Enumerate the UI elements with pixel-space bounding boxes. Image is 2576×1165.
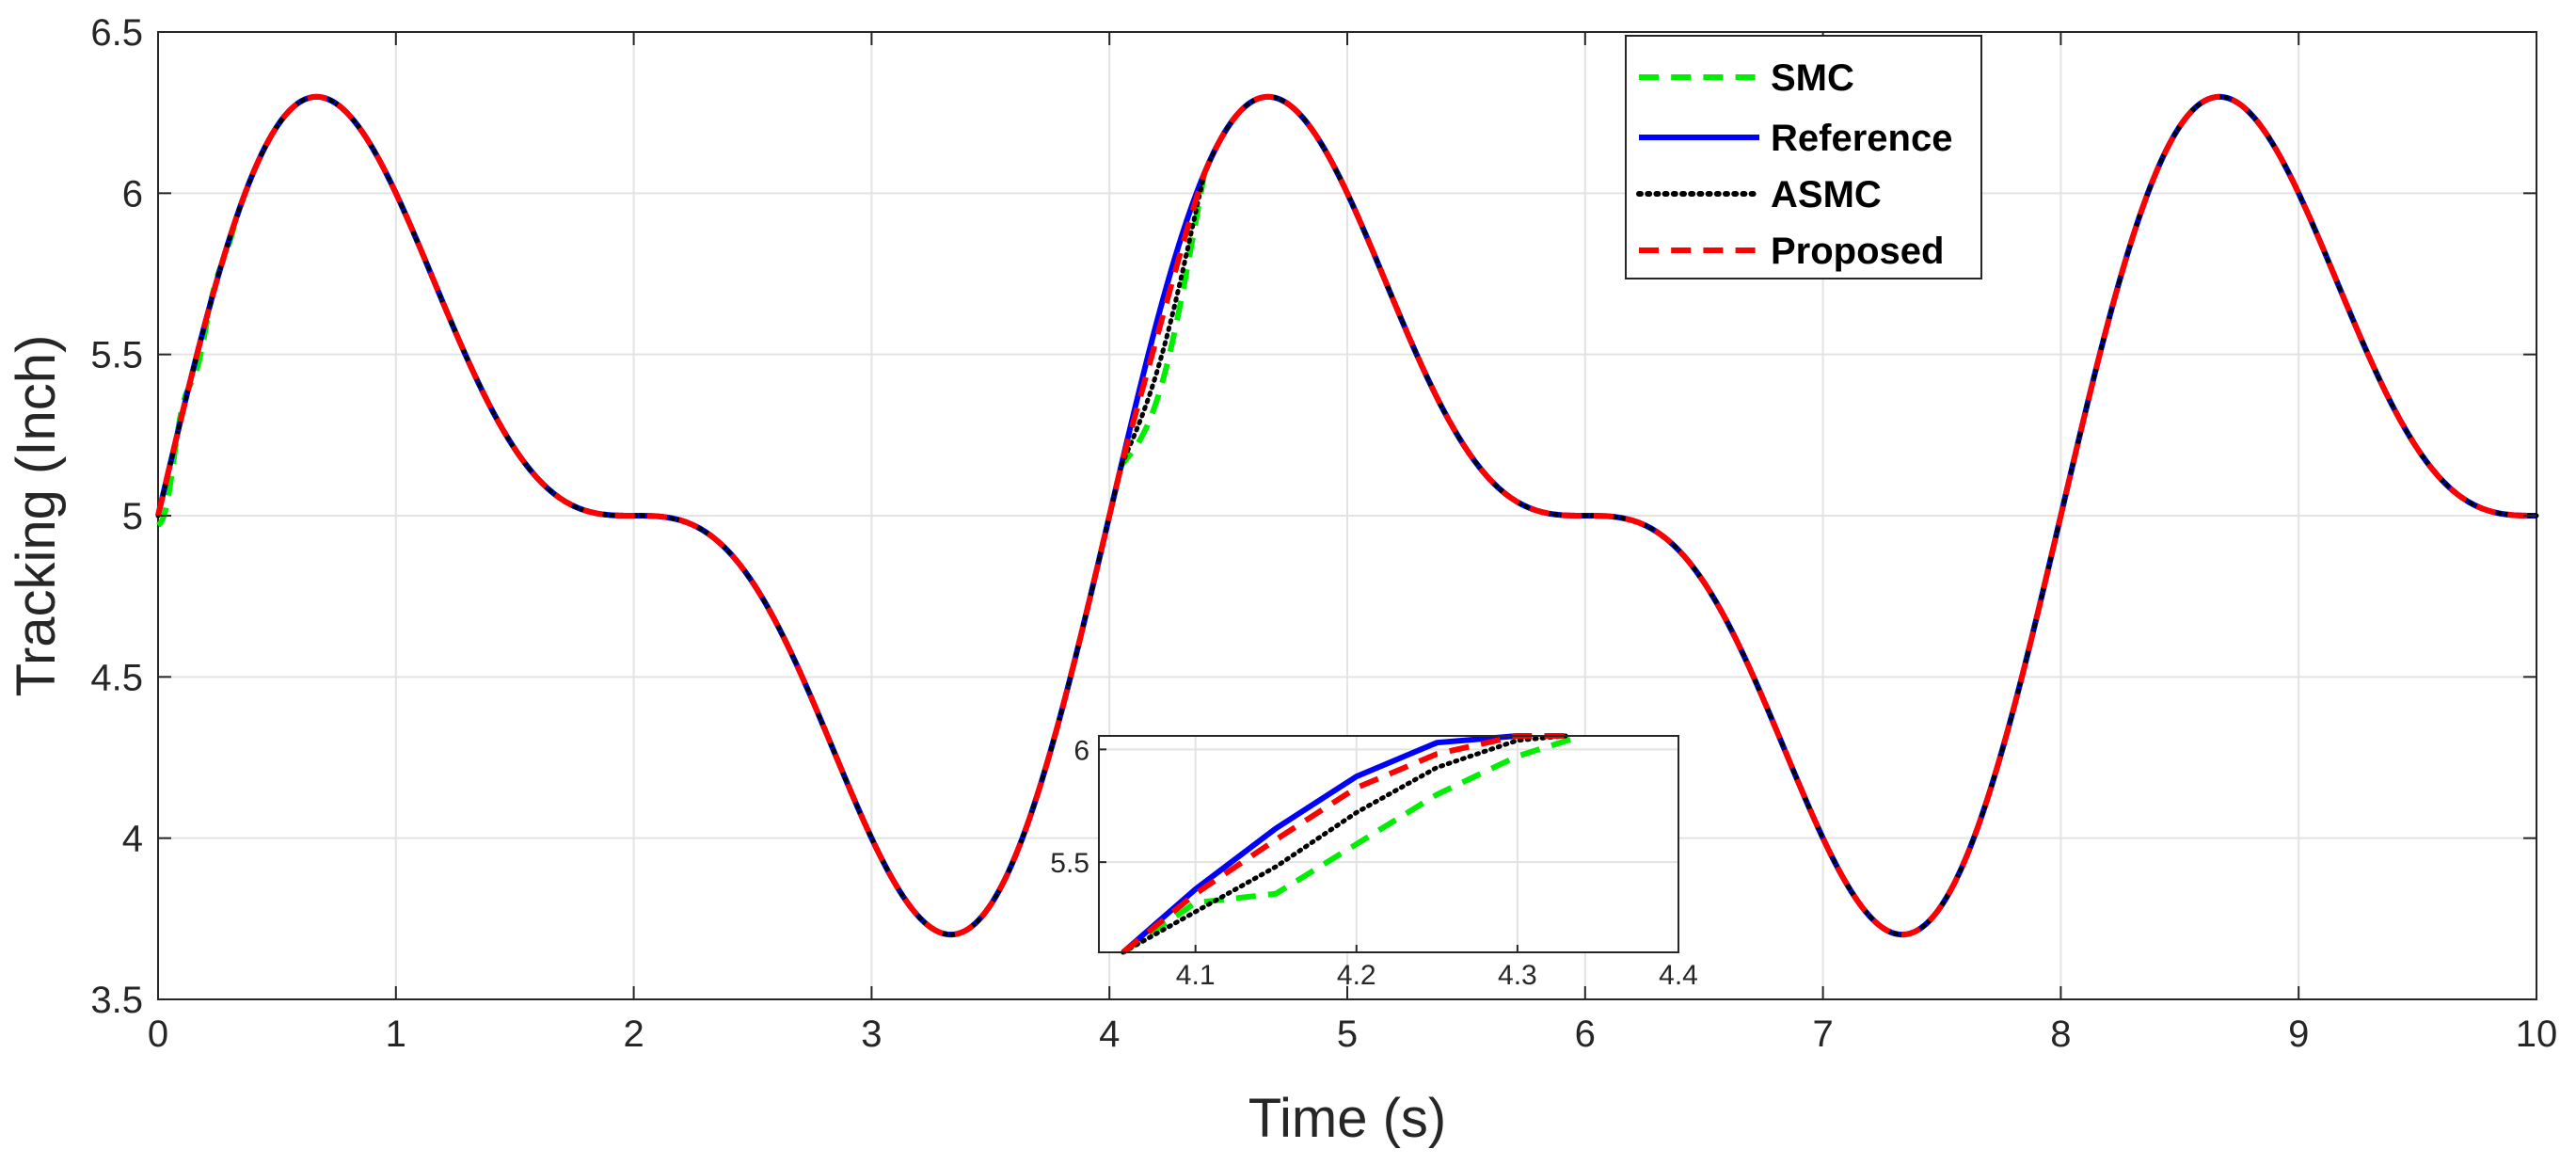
inset-x-tick-label: 4.3 (1498, 960, 1537, 991)
y-tick-label: 3.5 (90, 980, 143, 1021)
x-tick-label: 2 (623, 1013, 644, 1055)
inset-tick-labels: 4.1 4.2 4.3 4.4 5.5 6 (1050, 735, 1698, 991)
inset-background (1099, 736, 1678, 952)
legend-label-smc: SMC (1771, 57, 1854, 99)
main-tick-labels: 0 1 2 3 4 5 6 7 8 9 10 3.5 4 4.5 5 5.5 6 6.5 (90, 12, 2557, 1055)
inset-x-tick-label: 4.1 (1176, 960, 1216, 991)
inset-plot-frame (1098, 735, 1679, 953)
legend-label-proposed: Proposed (1771, 231, 1944, 272)
inset-y-tick-label: 6 (1073, 735, 1089, 766)
inset-series-line-asmc (1121, 733, 1568, 955)
y-tick-label: 5.5 (90, 335, 143, 376)
x-tick-label: 0 (148, 1013, 168, 1055)
x-tick-label: 1 (386, 1013, 406, 1055)
inset-series-line-smc (1121, 733, 1583, 955)
inset-x-tick-label: 4.4 (1659, 960, 1698, 991)
inset-x-tick-label: 4.2 (1337, 960, 1376, 991)
y-tick-label: 4 (122, 819, 143, 860)
y-tick-label: 5 (122, 496, 143, 537)
x-tick-label: 4 (1099, 1013, 1120, 1055)
x-tick-label: 6 (1575, 1013, 1596, 1055)
series-line-proposed (155, 93, 2538, 938)
y-tick-label: 4.5 (90, 657, 143, 698)
x-tick-label: 9 (2288, 1013, 2309, 1055)
main-series-group (155, 93, 2539, 938)
inset-series-line-reference (1121, 733, 1519, 955)
y-tick-label: 6.5 (90, 12, 143, 54)
y-tick-label: 6 (122, 173, 143, 215)
inset-y-tick-label: 5.5 (1050, 848, 1089, 879)
x-axis-label: Time (s) (1248, 1088, 1446, 1149)
legend-label-reference: Reference (1771, 118, 1952, 159)
x-tick-label: 10 (2516, 1013, 2558, 1055)
legend: SMC Reference ASMC Proposed (1625, 35, 1982, 279)
x-tick-label: 7 (1812, 1013, 1833, 1055)
legend-label-asmc: ASMC (1771, 174, 1882, 215)
y-axis-label: Tracking (Inch) (6, 335, 67, 697)
x-tick-label: 8 (2050, 1013, 2071, 1055)
x-tick-label: 5 (1337, 1013, 1358, 1055)
x-tick-label: 3 (861, 1013, 882, 1055)
